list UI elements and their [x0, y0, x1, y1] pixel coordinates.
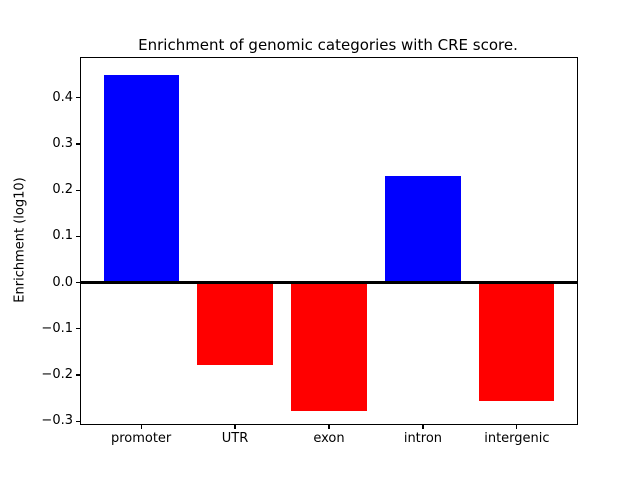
- x-tick-label-intron: intron: [403, 431, 443, 446]
- y-tick-mark: [76, 328, 80, 330]
- bar-intergenic: [479, 282, 555, 402]
- zero-line: [81, 281, 577, 285]
- y-tick-label: 0.1: [52, 228, 73, 244]
- y-axis-label: Enrichment (log10): [12, 177, 28, 303]
- x-tick-label-UTR: UTR: [221, 431, 249, 446]
- x-tick-mark: [516, 425, 518, 429]
- y-tick-mark: [76, 97, 80, 99]
- x-tick-mark: [328, 425, 330, 429]
- y-tick-mark: [76, 143, 80, 145]
- y-tick-label: 0.2: [52, 182, 73, 198]
- y-tick-mark: [76, 189, 80, 191]
- bar-exon: [291, 282, 367, 411]
- x-tick-label-promoter: promoter: [110, 431, 172, 446]
- y-tick-label: 0.4: [52, 89, 73, 105]
- y-tick-label: −0.1: [41, 320, 73, 336]
- bar-promoter: [103, 74, 179, 283]
- y-tick-mark: [76, 420, 80, 422]
- bar-UTR: [197, 282, 273, 365]
- chart-title: Enrichment of genomic categories with CR…: [138, 36, 518, 54]
- x-tick-mark: [422, 425, 424, 429]
- y-tick-mark: [76, 374, 80, 376]
- y-tick-label: 0.3: [52, 135, 73, 151]
- x-tick-label-exon: exon: [313, 431, 345, 446]
- x-tick-mark: [234, 425, 236, 429]
- x-tick-label-intergenic: intergenic: [484, 431, 550, 446]
- y-tick-label: −0.3: [41, 413, 73, 429]
- y-tick-mark: [76, 235, 80, 237]
- plot-area: −0.3 −0.2 −0.1 0.0 0.1 0.2 0.3 0.4 promoter UTR ex…: [41, 57, 578, 446]
- y-tick-label: −0.2: [41, 367, 73, 382]
- y-tick-label: 0.0: [52, 274, 73, 290]
- x-tick-mark: [140, 425, 142, 429]
- y-tick-mark: [76, 281, 80, 284]
- bar-intron: [385, 176, 461, 283]
